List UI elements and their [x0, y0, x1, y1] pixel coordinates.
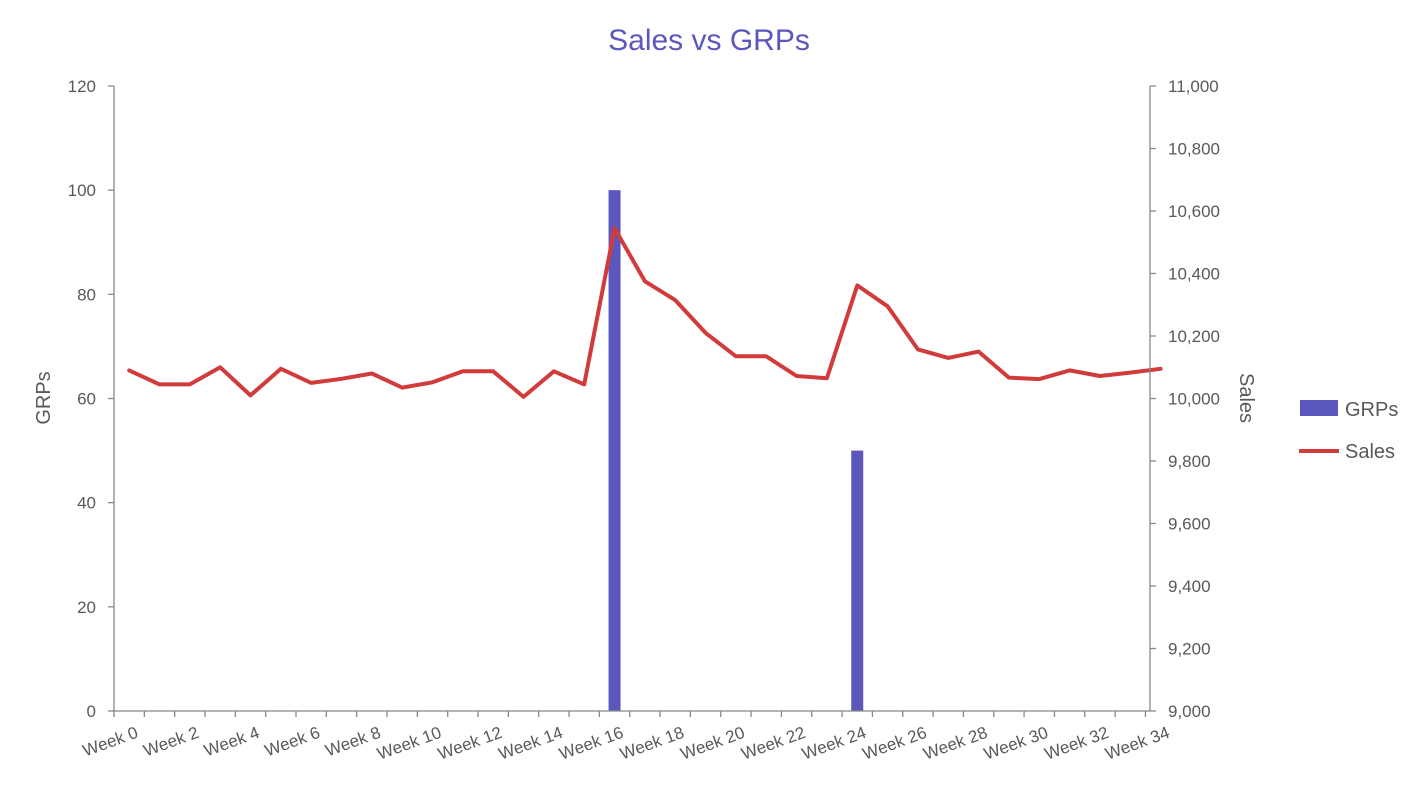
legend-label-grps: GRPs: [1345, 399, 1398, 421]
grps-bar: [851, 451, 863, 711]
plot-area: [129, 190, 1161, 711]
left-y-axis-ticks: 0 20 40 60 80 100 120: [68, 77, 114, 721]
x-tick-label: Week 0: [80, 723, 140, 760]
x-tick-label: Week 2: [141, 723, 201, 760]
right-tick-label: 9,800: [1168, 452, 1211, 471]
right-tick-label: 10,800: [1168, 140, 1220, 159]
x-tick-label: Week 14: [496, 723, 565, 764]
legend-swatch-grps: [1300, 400, 1338, 416]
sales-line: [129, 228, 1160, 397]
right-tick-label: 9,600: [1168, 515, 1211, 534]
right-tick-label: 10,400: [1168, 265, 1220, 284]
left-axis-title: GRPs: [33, 371, 55, 424]
right-axis-title: Sales: [1235, 373, 1257, 423]
legend-label-sales: Sales: [1345, 441, 1395, 463]
right-tick-label: 9,200: [1168, 640, 1211, 659]
x-tick-label: Week 24: [799, 723, 868, 764]
x-tick-label: Week 4: [202, 723, 262, 760]
x-tick-label: Week 22: [739, 723, 808, 764]
x-tick-label: Week 34: [1103, 723, 1172, 764]
x-tick-label: Week 16: [557, 723, 626, 764]
right-tick-label: 11,000: [1168, 77, 1219, 96]
x-tick-label: Week 10: [375, 723, 444, 764]
x-tick-label: Week 12: [435, 723, 504, 764]
right-tick-label: 10,000: [1168, 390, 1220, 409]
left-tick-label: 60: [77, 390, 96, 409]
left-tick-label: 80: [77, 285, 96, 304]
left-tick-label: 0: [87, 702, 96, 721]
right-tick-label: 9,000: [1168, 702, 1211, 721]
x-tick-label: Week 20: [678, 723, 747, 764]
left-tick-label: 40: [77, 494, 96, 513]
x-tick-label: Week 28: [921, 723, 990, 764]
left-tick-label: 20: [77, 598, 96, 617]
grps-bar: [609, 190, 621, 711]
left-tick-label: 120: [68, 77, 96, 96]
x-tick-label: Week 30: [981, 723, 1050, 764]
chart-legend: GRPs Sales: [1299, 399, 1398, 463]
right-tick-label: 10,200: [1168, 327, 1220, 346]
x-tick-label: Week 26: [860, 723, 929, 764]
right-y-axis-ticks: 9,000 9,200 9,400 9,600 9,800 10,000 10,200 10,…: [1150, 77, 1220, 721]
x-tick-label: Week 32: [1042, 723, 1111, 764]
x-tick-label: Week 18: [617, 723, 686, 764]
left-tick-label: 100: [68, 181, 96, 200]
right-tick-label: 9,400: [1168, 577, 1211, 596]
x-tick-label: Week 6: [262, 723, 322, 760]
right-tick-label: 10,600: [1168, 202, 1220, 221]
chart-title: Sales vs GRPs: [608, 24, 810, 57]
x-tick-label: Week 8: [323, 723, 383, 760]
